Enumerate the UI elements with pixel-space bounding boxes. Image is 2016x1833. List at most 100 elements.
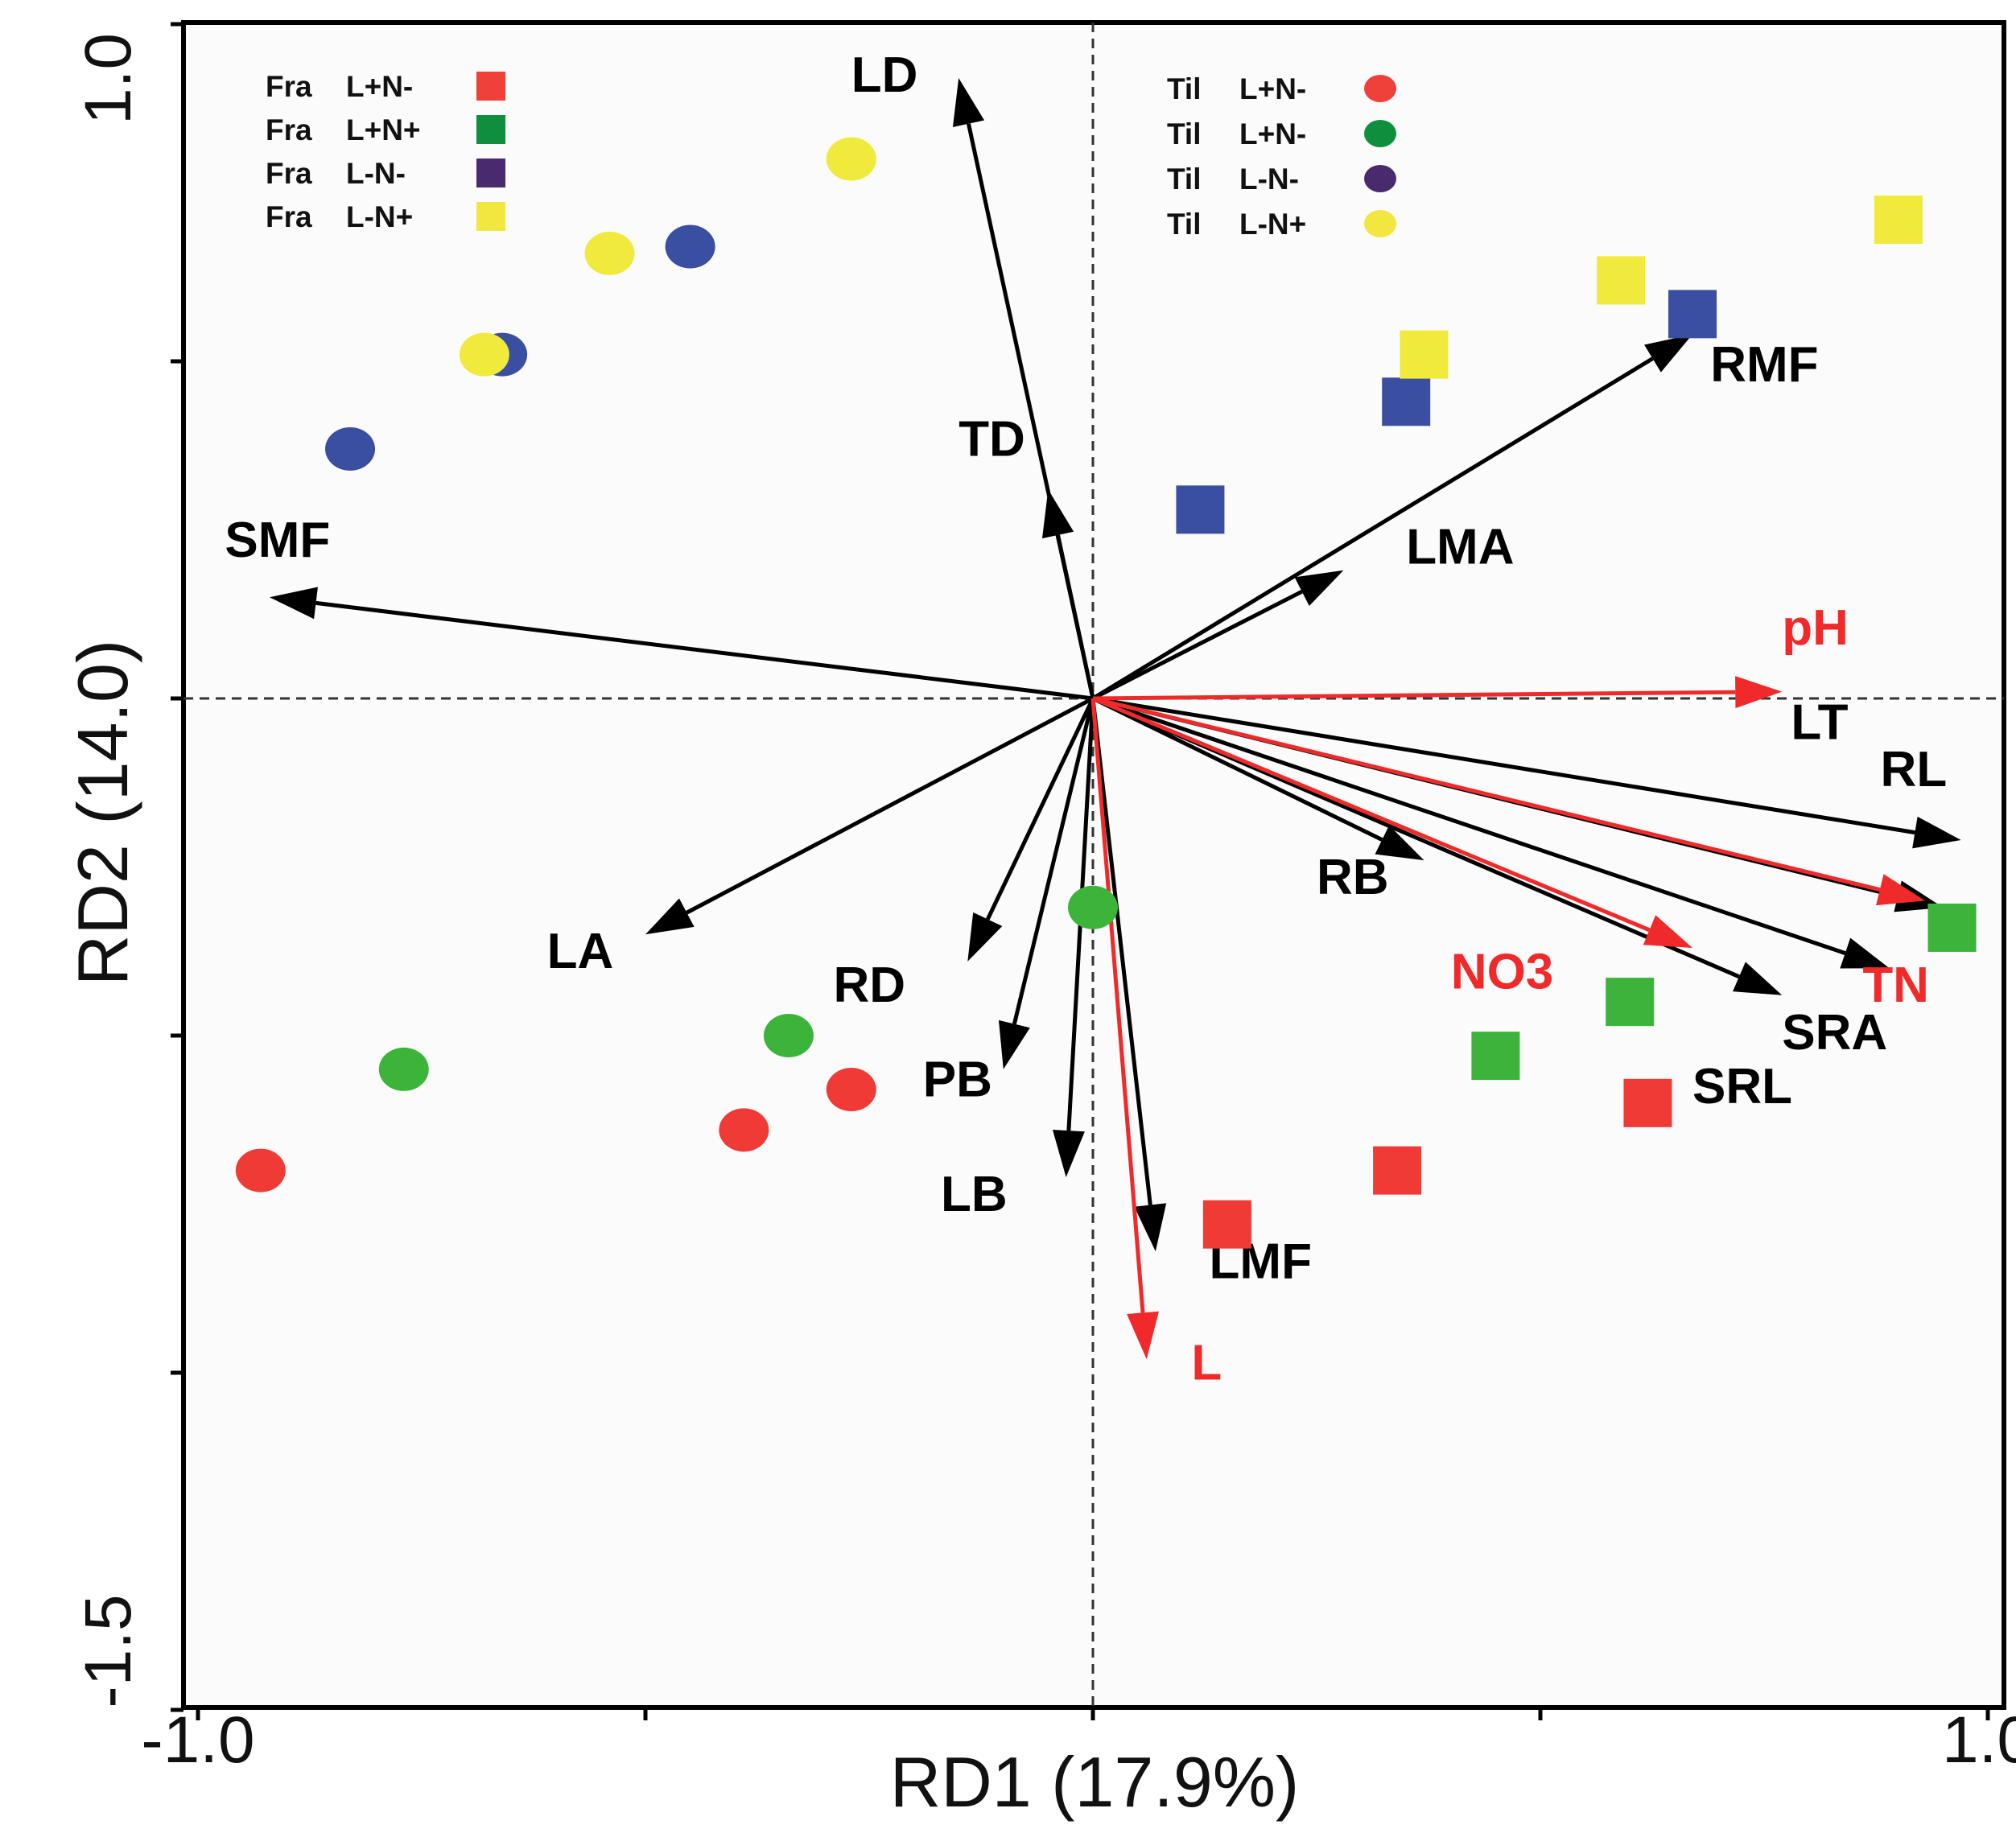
- arrow-shaft: [315, 600, 1094, 701]
- arrow-shaft: [1092, 696, 1651, 933]
- point-square: [1668, 290, 1717, 339]
- point-circle: [826, 1068, 876, 1112]
- arrow-shaft: [1092, 696, 1846, 955]
- point-circle: [1068, 885, 1118, 929]
- legend-marker-square: [476, 159, 505, 187]
- arrow-lma: LMA: [1091, 519, 1514, 701]
- legend-group-label: Til: [1167, 163, 1202, 196]
- arrow-head: [645, 898, 695, 935]
- arrow-shaft: [1092, 690, 1736, 701]
- point-circle: [325, 426, 376, 471]
- arrow-head: [1375, 825, 1424, 861]
- legend-treatment-label: L+N-: [1239, 117, 1306, 150]
- arrow-head: [1134, 1203, 1167, 1252]
- point-square: [1373, 1146, 1422, 1195]
- arrow-head: [1876, 874, 1926, 906]
- legend-til: Til L+N- Til L+N- Til L-N- Til L-N+: [1167, 72, 1396, 241]
- legend-group-label: Fra: [266, 113, 312, 146]
- arrow-label: PB: [923, 1052, 992, 1107]
- y-tick-label: -1.5: [72, 1594, 145, 1707]
- arrow-label: NO3: [1451, 944, 1553, 999]
- legend-entry: Til L+N-: [1167, 72, 1396, 105]
- legend-entry: Til L+N-: [1167, 117, 1396, 150]
- legend-treatment-label: L+N-: [1239, 72, 1306, 105]
- arrow-shaft: [1090, 698, 1152, 1205]
- arrow-smf: SMF: [225, 513, 1094, 701]
- arrow-shaft: [1090, 698, 1145, 1313]
- point-circle: [378, 1047, 429, 1091]
- y-tick-label: 1.0: [72, 33, 145, 125]
- legend-marker-square: [476, 202, 505, 231]
- point-circle: [584, 231, 635, 275]
- arrow-head: [1127, 1311, 1159, 1360]
- point-square: [1176, 485, 1225, 534]
- x-tick-label: -1.0: [141, 1703, 254, 1777]
- point-square: [1874, 196, 1923, 245]
- arrow-shaft: [1092, 696, 1881, 892]
- arrow-lmf: LMF: [1090, 698, 1312, 1290]
- legend-group-label: Til: [1167, 208, 1202, 241]
- legend-treatment-label: L+N+: [346, 113, 421, 146]
- arrow-label: L: [1191, 1335, 1222, 1390]
- arrow-tn: TN: [1092, 696, 1929, 1013]
- arrow-td: TD: [959, 411, 1095, 699]
- x-tick-label: 1.0: [1942, 1703, 2016, 1777]
- legend-fra: Fra L+N- Fra L+N+ Fra L-N- Fra L-N+: [266, 70, 505, 233]
- arrow-label: RB: [1317, 850, 1389, 905]
- legend-marker-circle: [1364, 210, 1396, 237]
- legend: Fra L+N- Fra L+N+ Fra L-N- Fra L-N+ Til L+N- Til L+…: [266, 70, 1396, 241]
- legend-treatment-label: L-N+: [346, 200, 413, 233]
- arrow-l: L: [1090, 698, 1222, 1390]
- legend-treatment-label: L-N-: [346, 157, 406, 190]
- legend-group-label: Til: [1167, 117, 1202, 150]
- legend-group-label: Til: [1167, 72, 1202, 105]
- x-axis-title: RD1 (17.9%): [890, 1742, 1300, 1822]
- point-circle: [826, 137, 876, 181]
- arrow-label: RMF: [1710, 337, 1818, 393]
- point-circle: [763, 1014, 814, 1057]
- arrow-head: [269, 587, 318, 620]
- arrow-label: pH: [1782, 600, 1849, 656]
- legend-entry: Fra L-N-: [266, 157, 505, 190]
- legend-marker-circle: [1364, 120, 1396, 147]
- arrow-no3: NO3: [1092, 696, 1693, 999]
- arrow-head: [1643, 915, 1693, 949]
- arrow-shaft: [1091, 589, 1303, 701]
- arrow-head: [1041, 489, 1074, 539]
- arrow-shaft: [1091, 696, 1383, 842]
- legend-entry: Fra L-N+: [266, 200, 505, 233]
- arrow-label: LB: [941, 1167, 1008, 1222]
- arrow-head: [1912, 816, 1961, 849]
- arrow-label: TD: [959, 411, 1025, 467]
- legend-entry: Til L-N+: [1167, 208, 1396, 241]
- arrow-label: TN: [1862, 958, 1929, 1013]
- point-circle: [719, 1108, 769, 1152]
- point-circle: [459, 332, 509, 377]
- legend-treatment-label: L+N-: [346, 70, 413, 103]
- point-square: [1597, 256, 1646, 305]
- arrow-label: SRL: [1692, 1059, 1792, 1114]
- legend-marker-circle: [1364, 75, 1396, 102]
- arrow-srl: SRL: [1092, 696, 1890, 1114]
- arrow-head: [967, 912, 1003, 962]
- arrow-shaft: [1012, 698, 1095, 1025]
- arrow-pb: PB: [923, 698, 1095, 1107]
- arrow-lt: LT: [1092, 694, 1961, 849]
- arrow-label: LT: [1791, 694, 1848, 750]
- legend-treatment-label: L-N-: [1239, 163, 1299, 196]
- point-circle: [235, 1148, 286, 1192]
- arrow-shaft: [1092, 696, 1915, 835]
- sample-points: [235, 137, 1977, 1249]
- y-axis-title: RD2 (14.0): [63, 640, 142, 986]
- arrow-shaft: [1091, 356, 1654, 701]
- point-square: [1927, 903, 1977, 952]
- arrow-la: LA: [547, 696, 1095, 979]
- arrow-head: [1644, 334, 1693, 373]
- arrow-shaft: [1056, 534, 1095, 699]
- point-square: [1382, 377, 1431, 426]
- legend-entry: Fra L+N-: [266, 70, 505, 103]
- legend-group-label: Fra: [266, 70, 312, 103]
- arrow-label: RL: [1881, 742, 1948, 797]
